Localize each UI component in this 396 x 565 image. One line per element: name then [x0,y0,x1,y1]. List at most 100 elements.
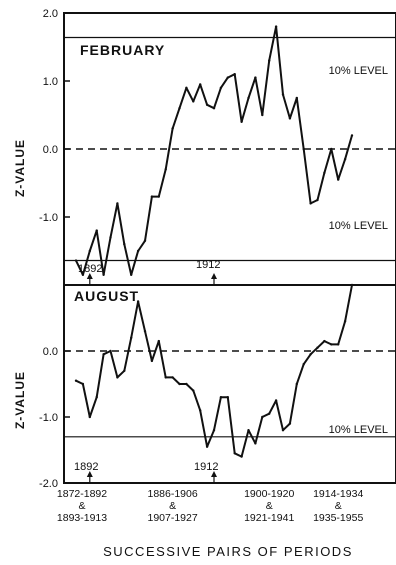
panel-title-august: AUGUST [74,288,139,304]
data-point [302,363,305,366]
data-point [199,409,202,412]
data-point [288,422,292,425]
data-point [116,202,119,205]
data-point [247,96,250,100]
y-ticks-august: 0.0 -1.0 -2.0 [39,346,70,490]
y-axis-label-august: Z-VALUE [13,371,27,429]
reference-lines-february [64,36,396,262]
data-point [150,359,154,363]
data-point [123,369,126,372]
y-tick-label: 2.0 [43,8,58,20]
panel-frame-august [63,284,396,484]
data-point [164,168,167,171]
x-tick-label: 1872-1892 [57,488,107,500]
series-february [74,25,354,276]
data-point [123,243,126,246]
data-point [143,239,147,242]
series-august [74,283,354,458]
x-axis-label: SUCCESSIVE PAIRS OF PERIODS [103,544,353,559]
data-point [233,452,236,455]
data-point [240,120,243,124]
data-point [150,195,154,198]
data-point [136,300,140,303]
data-point [337,178,340,181]
x-tick-labels: 1872-1892&1893-19131886-1906&1907-192719… [57,488,364,524]
data-point [337,343,340,346]
year-marker-arrowhead [86,273,93,279]
y-tick-label: 0.0 [43,346,58,358]
x-tick-label: 1907-1927 [147,512,197,524]
data-point [157,195,160,198]
data-point [88,415,92,419]
data-point [343,158,347,161]
data-point [323,171,326,174]
data-point [309,202,312,205]
data-point [109,349,112,353]
y-tick-label: 1.0 [43,76,58,88]
data-point [261,113,264,117]
data-point [219,396,223,399]
series-line [75,25,353,276]
x-tick-label: 1900-1920 [244,488,294,500]
data-point [74,259,78,262]
panel-title-february: FEBRUARY [80,42,165,58]
panel-february: FEBRUARY Z-VALUE 10% LEVEL 10% LEVEL 189… [13,8,396,286]
x-tick-label: & [169,500,176,512]
data-point [109,236,112,239]
ref-label-feb-lower: 10% LEVEL [329,220,388,232]
data-point [102,353,105,356]
data-point [316,346,319,349]
data-point [102,273,105,276]
data-point [192,100,195,103]
data-point [178,382,181,386]
y-tick-label: -1.0 [39,412,58,424]
data-point [164,376,167,379]
data-point [157,339,160,343]
data-point [240,455,243,458]
year-marker-arrowhead [86,471,93,477]
panel-august: AUGUST Z-VALUE 10% LEVEL 1892 1912 0.0 -1… [13,283,396,490]
data-point [171,376,174,379]
y-ticks-february: 2.0 1.0 0.0 -1.0 [39,8,70,224]
data-point [226,76,229,79]
marker-label-feb-1912: 1912 [196,259,220,271]
y-tick-label: 0.0 [43,144,58,156]
marker-label-aug-1912: 1912 [194,461,218,473]
x-tick-label: & [335,500,342,512]
data-point [268,59,271,62]
data-point [302,147,305,151]
data-point [274,399,278,402]
data-point [343,320,347,323]
x-tick-label: 1914-1934 [313,488,363,500]
data-point [116,376,119,379]
data-point [88,249,92,253]
data-point [185,86,188,90]
x-tick-label: 1935-1955 [313,512,363,524]
data-point [178,107,181,110]
markers-february [86,273,217,285]
data-point [143,330,147,333]
data-point [81,382,85,386]
x-tick-label: & [266,500,273,512]
data-point [219,86,223,90]
data-point [323,339,326,343]
data-point [136,249,140,253]
data-point [261,415,264,419]
data-point [74,379,78,382]
data-point [350,134,354,137]
y-axis-label-february: Z-VALUE [13,139,27,197]
y-tick-label: -1.0 [39,212,58,224]
data-point [199,83,202,86]
ref-label-aug: 10% LEVEL [329,424,388,436]
data-point [295,96,298,100]
x-tick-label: 1921-1941 [244,512,294,524]
data-point [205,445,209,448]
data-point [330,147,333,151]
data-point [281,429,285,432]
x-tick-label: 1886-1906 [147,488,197,500]
ref-label-feb-upper: 10% LEVEL [329,65,388,77]
data-point [130,336,133,339]
data-point [212,429,216,432]
data-point [81,273,85,276]
